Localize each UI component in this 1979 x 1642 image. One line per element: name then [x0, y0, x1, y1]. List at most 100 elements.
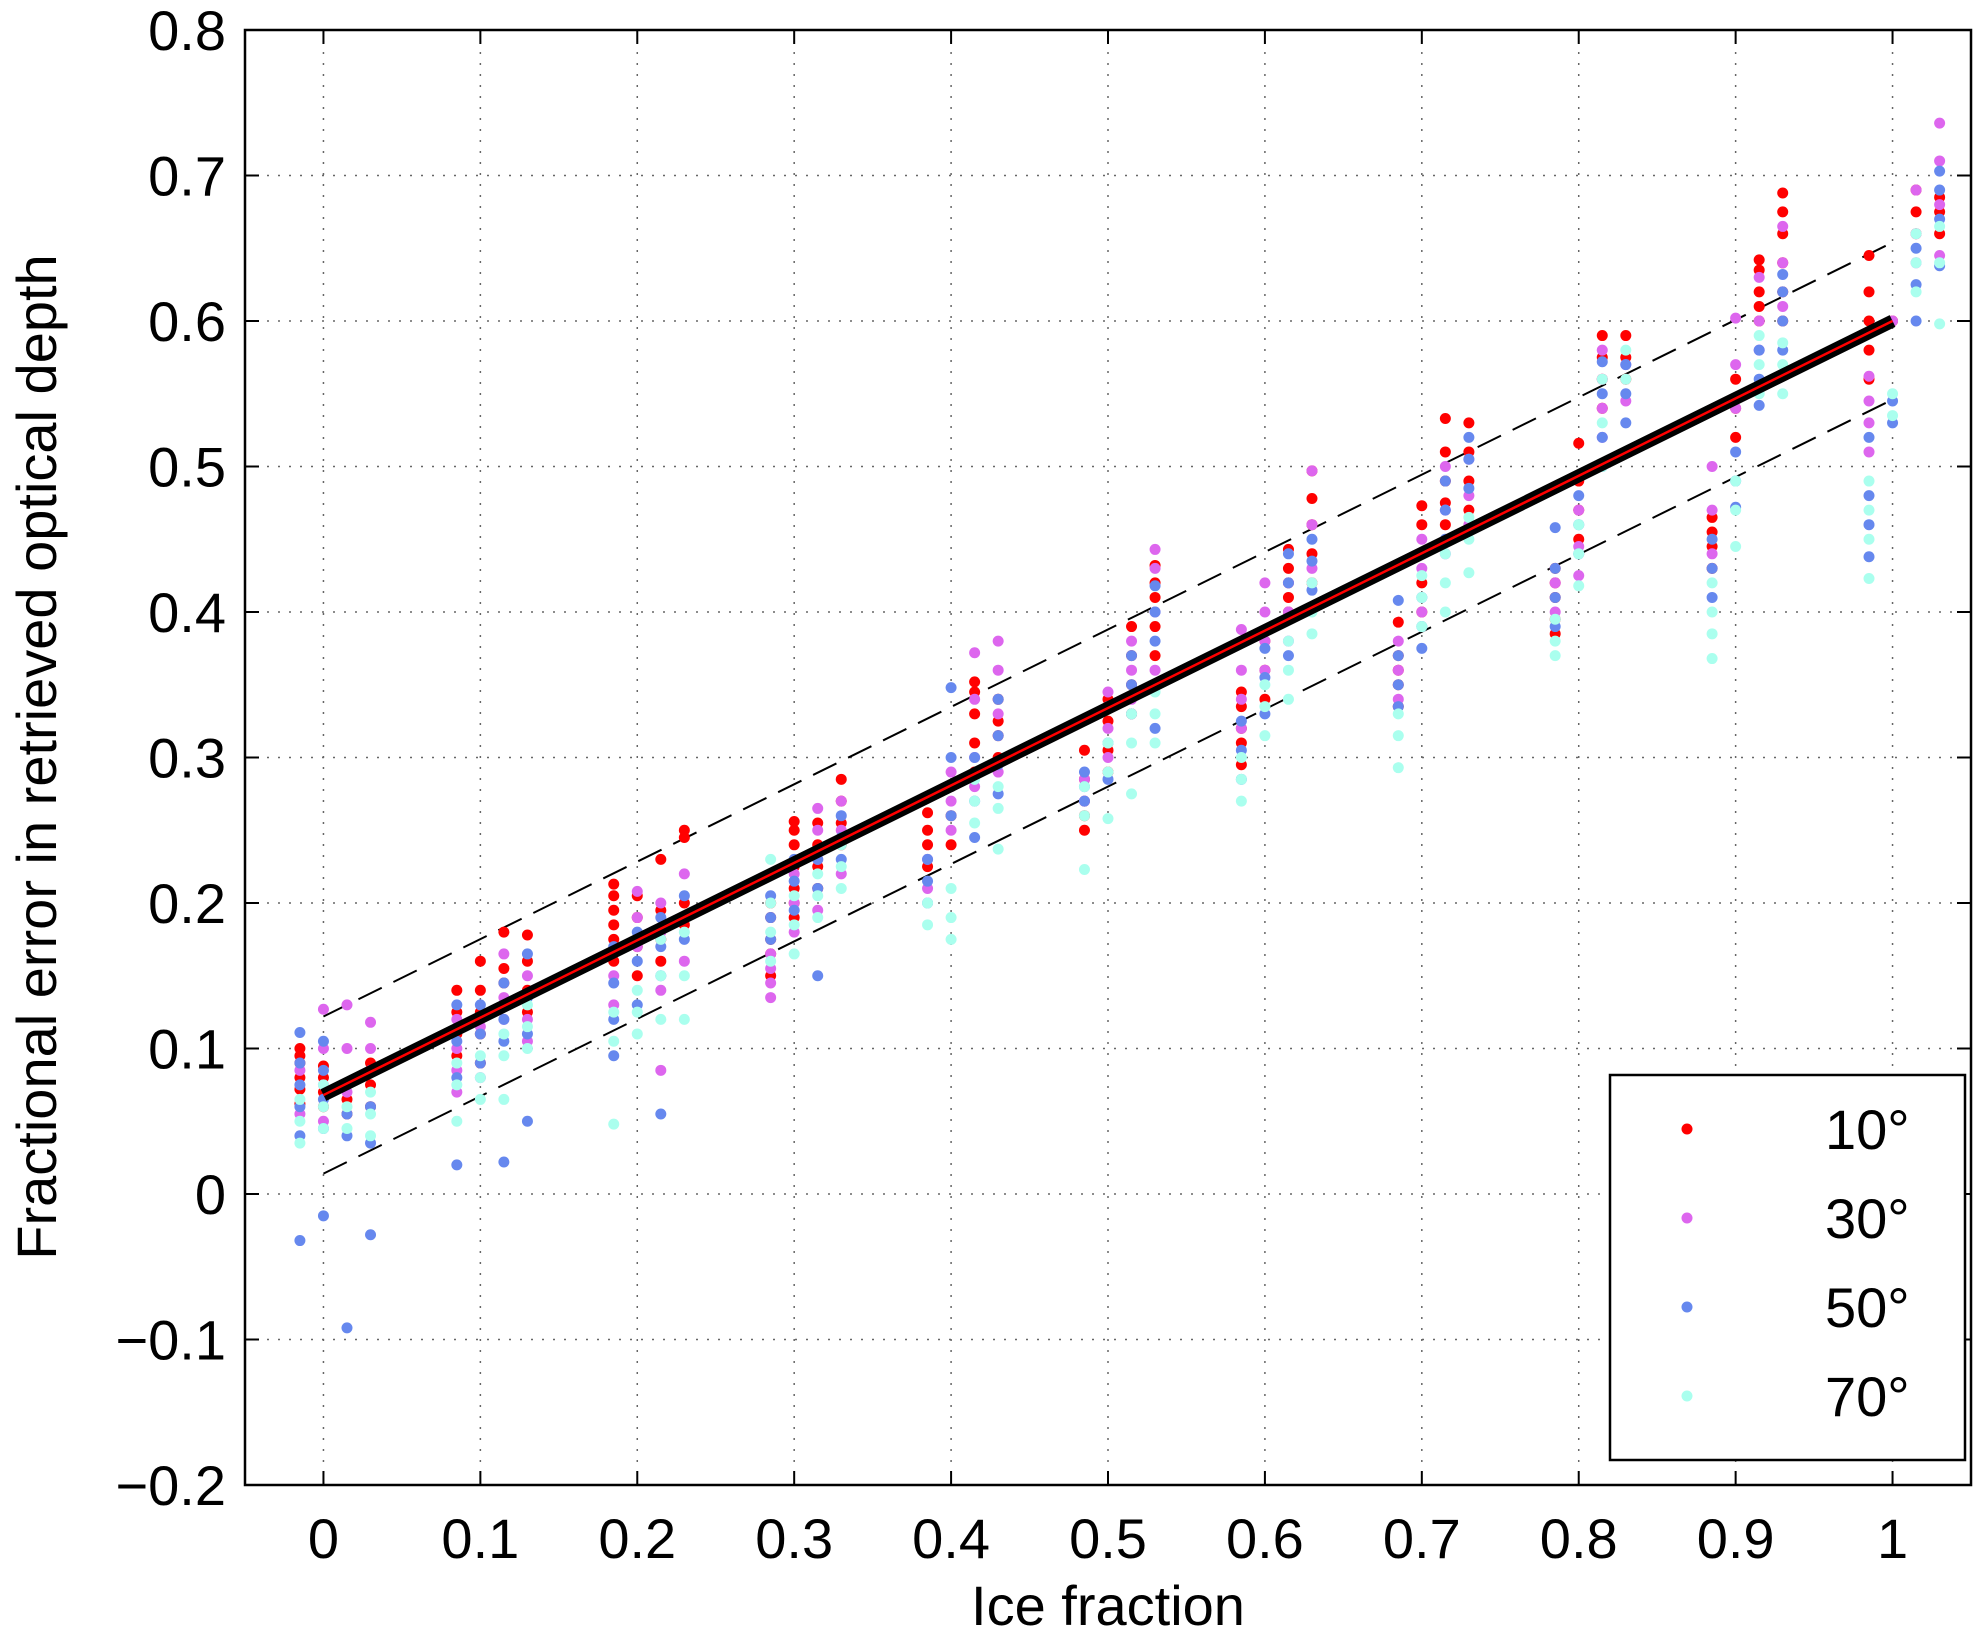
- data-point: [1392, 664, 1404, 676]
- data-point: [1573, 570, 1585, 582]
- data-point: [969, 737, 981, 749]
- data-point: [1306, 555, 1318, 567]
- data-point: [294, 1026, 306, 1038]
- data-point: [1416, 533, 1428, 545]
- data-point: [1596, 431, 1608, 443]
- y-tick-label: −0.1: [115, 1309, 226, 1372]
- data-point: [1439, 475, 1451, 487]
- data-point: [1730, 431, 1742, 443]
- data-point: [1934, 155, 1946, 167]
- data-point: [1730, 312, 1742, 324]
- data-point: [1777, 300, 1789, 312]
- data-point: [678, 890, 690, 902]
- x-axis-ticks: 0 0.1 0.2 0.3 0.4 0.5 0.6 0.7 0.8 0.9 1: [308, 30, 1908, 1570]
- data-point: [1596, 356, 1608, 368]
- data-point: [1573, 490, 1585, 502]
- data-point: [631, 970, 643, 982]
- data-point: [1235, 752, 1247, 763]
- data-point: [365, 1086, 377, 1098]
- data-point: [521, 929, 533, 941]
- data-point: [498, 1028, 510, 1040]
- y-tick-label: 0: [195, 1163, 226, 1226]
- data-point: [1706, 628, 1718, 640]
- data-point: [655, 970, 667, 982]
- data-point: [1259, 642, 1271, 654]
- data-point: [992, 664, 1004, 676]
- data-point: [1620, 417, 1632, 429]
- y-tick-label: 0.1: [148, 1018, 226, 1081]
- data-point: [451, 984, 463, 996]
- data-point: [608, 878, 620, 890]
- data-point: [498, 1093, 510, 1105]
- data-point: [1706, 562, 1718, 574]
- data-point: [1753, 286, 1765, 298]
- data-point: [1753, 315, 1765, 327]
- data-point: [1863, 551, 1875, 563]
- data-point: [1439, 577, 1451, 589]
- data-point: [341, 999, 353, 1011]
- data-point: [969, 817, 981, 829]
- data-point: [1753, 254, 1765, 266]
- y-axis-ticks: −0.2 −0.1 0 0.1 0.2 0.3 0.4 0.5 0.6 0.7 0.8: [115, 0, 1971, 1517]
- data-point: [1777, 220, 1789, 232]
- data-point: [1863, 446, 1875, 458]
- data-point: [922, 897, 934, 909]
- x-tick-label: 0.9: [1697, 1507, 1775, 1570]
- data-point: [521, 1021, 533, 1033]
- y-tick-label: 0.5: [148, 436, 226, 499]
- data-point: [1126, 621, 1138, 633]
- data-point: [1934, 220, 1946, 232]
- data-point: [1126, 664, 1138, 676]
- data-point: [969, 676, 981, 688]
- data-point: [1863, 286, 1875, 298]
- data-point: [1078, 766, 1090, 778]
- data-point: [835, 810, 847, 822]
- data-point: [1863, 344, 1875, 356]
- data-point: [1463, 482, 1475, 494]
- data-point: [1102, 813, 1114, 825]
- data-point: [945, 810, 957, 822]
- data-point: [765, 853, 777, 865]
- data-point: [992, 843, 1004, 855]
- data-point: [1596, 344, 1608, 356]
- data-point: [655, 955, 667, 967]
- data-point: [1549, 577, 1561, 589]
- data-point: [1463, 453, 1475, 465]
- data-point: [1777, 206, 1789, 218]
- data-point: [765, 977, 777, 989]
- data-point: [992, 708, 1004, 720]
- data-point: [945, 752, 957, 763]
- data-point: [655, 984, 667, 996]
- data-point: [1706, 504, 1718, 516]
- legend: 10° 30° 50° 70°: [1608, 1073, 1967, 1462]
- data-point: [1777, 257, 1789, 269]
- data-point: [1282, 693, 1294, 705]
- data-point: [317, 1101, 329, 1113]
- data-point: [992, 635, 1004, 647]
- data-point: [655, 1013, 667, 1025]
- data-point: [969, 647, 981, 659]
- data-point: [969, 832, 981, 844]
- data-point: [608, 1035, 620, 1047]
- data-point: [1549, 635, 1561, 647]
- data-point: [1306, 465, 1318, 477]
- data-point: [1149, 635, 1161, 647]
- data-point: [608, 1006, 620, 1018]
- bound-line: [323, 241, 1893, 1018]
- data-point: [1149, 591, 1161, 603]
- data-point: [992, 781, 1004, 793]
- data-point: [1706, 606, 1718, 618]
- data-point: [1863, 395, 1875, 407]
- data-point: [451, 1115, 463, 1127]
- data-point: [1282, 548, 1294, 560]
- data-point: [608, 977, 620, 989]
- data-point: [1730, 475, 1742, 487]
- data-point: [1149, 650, 1161, 662]
- data-point: [1753, 344, 1765, 356]
- data-point: [1149, 621, 1161, 633]
- x-tick-label: 0.7: [1383, 1507, 1461, 1570]
- data-point: [1863, 533, 1875, 545]
- data-point: [1102, 752, 1114, 763]
- data-point: [1439, 504, 1451, 516]
- data-point: [1282, 562, 1294, 574]
